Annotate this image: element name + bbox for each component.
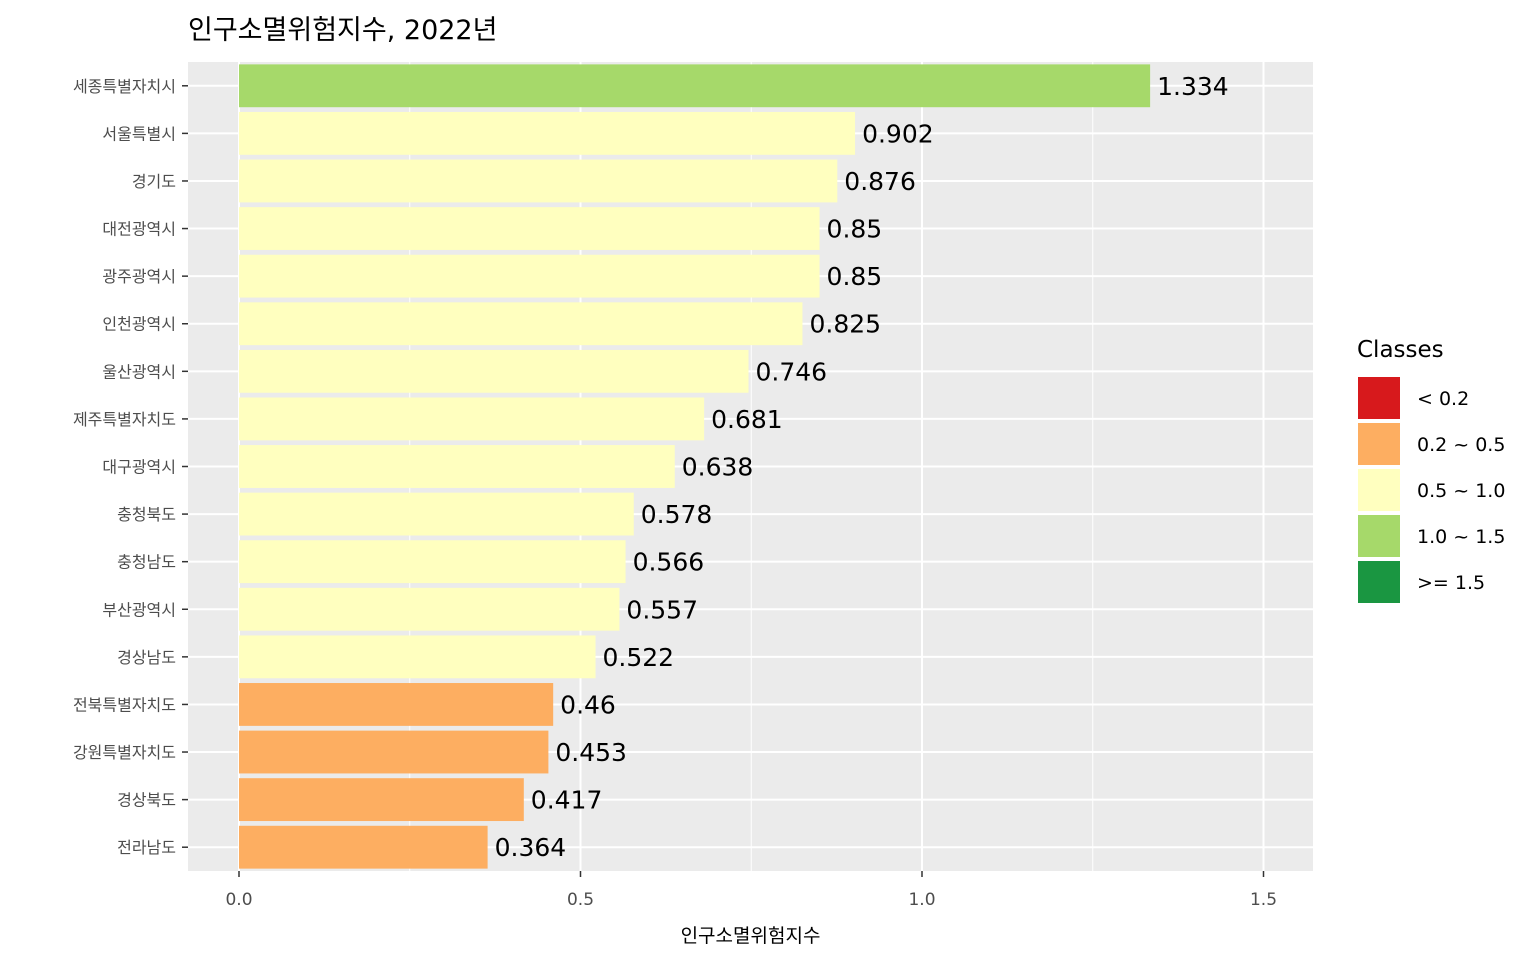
- bar: [239, 778, 524, 822]
- data-label: 0.417: [531, 786, 603, 815]
- y-tick-label: 부산광역시: [102, 600, 176, 619]
- data-label: 0.746: [756, 357, 828, 386]
- y-tick-label: 울산광역시: [102, 362, 176, 381]
- y-tick-label: 전라남도: [117, 838, 176, 857]
- legend-label: 0.2 ~ 0.5: [1417, 434, 1505, 456]
- y-tick-label: 경기도: [132, 172, 176, 191]
- y-tick-label: 광주광역시: [102, 267, 176, 286]
- bars: [239, 64, 1151, 869]
- bar: [239, 349, 749, 393]
- legend-label: < 0.2: [1417, 388, 1469, 410]
- bar: [239, 397, 705, 441]
- chart-title: 인구소멸위험지수, 2022년: [188, 15, 498, 46]
- y-tick-label: 경상남도: [117, 648, 176, 667]
- data-label: 0.557: [626, 595, 698, 624]
- data-label: 0.46: [560, 690, 616, 719]
- legend-key: [1356, 467, 1402, 513]
- bar: [239, 64, 1151, 108]
- bar: [239, 111, 856, 155]
- x-axis-title: 인구소멸위험지수: [681, 925, 821, 947]
- bar: [239, 159, 838, 203]
- bar: [239, 445, 675, 488]
- legend-key: [1356, 559, 1402, 605]
- x-axis: 0.0 0.5 1.0 1.5: [225, 871, 1277, 910]
- bar: [239, 587, 620, 631]
- bar: [239, 302, 803, 346]
- legend-key: [1356, 375, 1402, 421]
- data-label: 0.638: [682, 453, 754, 482]
- legend-key: [1356, 421, 1402, 467]
- bar: [239, 254, 820, 298]
- y-tick-label: 강원특별자치도: [73, 743, 176, 762]
- legend-label: 1.0 ~ 1.5: [1417, 526, 1505, 548]
- legend-label: 0.5 ~ 1.0: [1417, 480, 1505, 502]
- data-label: 0.522: [603, 643, 675, 672]
- data-label: 0.876: [844, 167, 916, 196]
- y-tick-label: 대전광역시: [102, 220, 176, 239]
- data-label: 0.825: [809, 310, 881, 339]
- legend-label: >= 1.5: [1417, 572, 1485, 594]
- bar: [239, 683, 554, 726]
- data-label: 0.364: [495, 833, 567, 862]
- data-label: 0.566: [633, 548, 705, 577]
- legend: Classes < 0.2 0.2 ~ 0.5 0.5 ~ 1.0 1.0 ~ 1.5 >…: [1356, 337, 1505, 605]
- y-tick-label: 충청남도: [117, 553, 176, 572]
- bar: [239, 635, 596, 679]
- x-tick-label: 0.0: [225, 890, 252, 910]
- legend-key: [1356, 513, 1402, 559]
- x-tick-label: 1.5: [1250, 890, 1277, 910]
- bar: [239, 492, 634, 536]
- x-tick-label: 0.5: [567, 890, 594, 910]
- bar: [239, 730, 549, 774]
- x-tick-label: 1.0: [908, 890, 935, 910]
- y-tick-label: 충청북도: [117, 505, 176, 524]
- data-label: 0.85: [827, 262, 883, 291]
- data-label: 0.85: [827, 215, 883, 244]
- y-tick-label: 인천광역시: [102, 315, 176, 334]
- y-axis: 세종특별자치시서울특별시경기도대전광역시광주광역시인천광역시울산광역시제주특별자…: [73, 77, 188, 857]
- bar: [239, 207, 820, 250]
- data-label: 1.334: [1157, 72, 1229, 101]
- legend-title: Classes: [1357, 337, 1444, 363]
- y-tick-label: 경상북도: [117, 791, 176, 810]
- data-label: 0.681: [711, 405, 783, 434]
- y-tick-label: 대구광역시: [102, 458, 176, 477]
- data-labels: 1.334 0.902 0.876 0.85 0.85 0.825 0.746 0.681 0.…: [495, 72, 1229, 862]
- y-tick-label: 제주특별자치도: [73, 410, 176, 429]
- bar: [239, 825, 488, 869]
- y-tick-label: 전북특별자치도: [73, 695, 176, 714]
- data-label: 0.453: [555, 738, 627, 767]
- bar: [239, 540, 626, 584]
- y-tick-label: 서울특별시: [102, 124, 176, 143]
- y-tick-label: 세종특별자치시: [73, 77, 176, 96]
- data-label: 0.902: [862, 119, 934, 148]
- data-label: 0.578: [641, 500, 713, 529]
